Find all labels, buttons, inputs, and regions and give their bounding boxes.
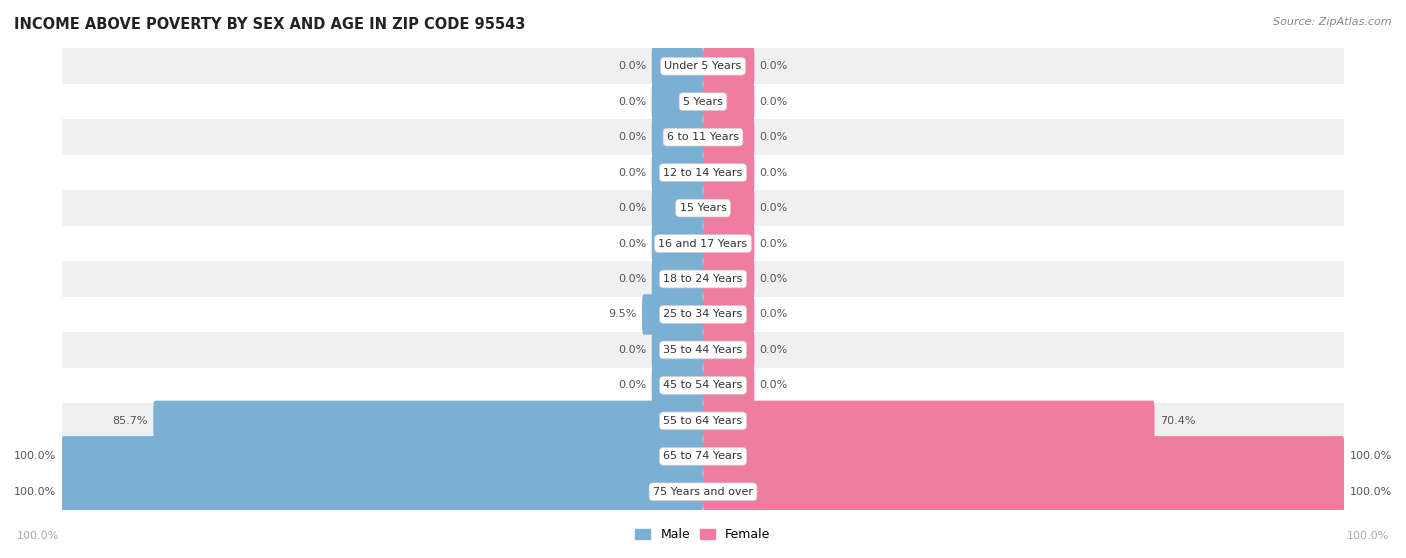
Text: 0.0%: 0.0% <box>759 310 787 320</box>
Bar <box>62 368 1344 403</box>
Text: 16 and 17 Years: 16 and 17 Years <box>658 238 748 248</box>
Text: 100.0%: 100.0% <box>14 487 56 497</box>
FancyBboxPatch shape <box>62 436 703 477</box>
FancyBboxPatch shape <box>652 259 703 299</box>
Text: 9.5%: 9.5% <box>609 310 637 320</box>
Text: Under 5 Years: Under 5 Years <box>665 61 741 71</box>
Text: 0.0%: 0.0% <box>759 203 787 213</box>
Text: 0.0%: 0.0% <box>759 381 787 391</box>
FancyBboxPatch shape <box>652 223 703 264</box>
FancyBboxPatch shape <box>703 46 754 86</box>
Text: 0.0%: 0.0% <box>759 345 787 355</box>
FancyBboxPatch shape <box>703 294 754 335</box>
FancyBboxPatch shape <box>703 401 1154 441</box>
Text: 0.0%: 0.0% <box>619 274 647 284</box>
Bar <box>62 119 1344 155</box>
Bar <box>62 190 1344 226</box>
Legend: Male, Female: Male, Female <box>630 523 776 546</box>
Text: 0.0%: 0.0% <box>619 381 647 391</box>
Text: 0.0%: 0.0% <box>619 61 647 71</box>
Text: 6 to 11 Years: 6 to 11 Years <box>666 132 740 142</box>
Bar <box>62 474 1344 509</box>
Bar <box>62 439 1344 474</box>
Text: 35 to 44 Years: 35 to 44 Years <box>664 345 742 355</box>
FancyBboxPatch shape <box>153 401 703 441</box>
FancyBboxPatch shape <box>703 117 754 157</box>
Text: 0.0%: 0.0% <box>759 61 787 71</box>
Bar <box>62 332 1344 368</box>
Text: 100.0%: 100.0% <box>1350 451 1392 461</box>
Text: 5 Years: 5 Years <box>683 97 723 107</box>
FancyBboxPatch shape <box>652 188 703 228</box>
Bar <box>62 297 1344 332</box>
Text: 100.0%: 100.0% <box>14 451 56 461</box>
Text: 0.0%: 0.0% <box>619 167 647 177</box>
Bar <box>62 49 1344 84</box>
Text: 100.0%: 100.0% <box>1350 487 1392 497</box>
FancyBboxPatch shape <box>703 188 754 228</box>
FancyBboxPatch shape <box>703 472 1344 512</box>
FancyBboxPatch shape <box>652 117 703 157</box>
Text: 100.0%: 100.0% <box>1347 531 1389 541</box>
Bar <box>62 226 1344 261</box>
FancyBboxPatch shape <box>652 330 703 370</box>
FancyBboxPatch shape <box>652 152 703 193</box>
FancyBboxPatch shape <box>652 46 703 86</box>
Bar <box>62 155 1344 190</box>
Text: 70.4%: 70.4% <box>1160 416 1195 426</box>
Text: 0.0%: 0.0% <box>619 97 647 107</box>
FancyBboxPatch shape <box>703 152 754 193</box>
Text: 12 to 14 Years: 12 to 14 Years <box>664 167 742 177</box>
Text: 85.7%: 85.7% <box>112 416 148 426</box>
FancyBboxPatch shape <box>652 81 703 122</box>
Text: 65 to 74 Years: 65 to 74 Years <box>664 451 742 461</box>
Text: 18 to 24 Years: 18 to 24 Years <box>664 274 742 284</box>
Text: 0.0%: 0.0% <box>619 203 647 213</box>
Text: 0.0%: 0.0% <box>759 132 787 142</box>
FancyBboxPatch shape <box>703 436 1344 477</box>
FancyBboxPatch shape <box>703 223 754 264</box>
Text: 0.0%: 0.0% <box>759 274 787 284</box>
Text: 55 to 64 Years: 55 to 64 Years <box>664 416 742 426</box>
Text: 0.0%: 0.0% <box>759 97 787 107</box>
Text: Source: ZipAtlas.com: Source: ZipAtlas.com <box>1274 17 1392 27</box>
Text: 0.0%: 0.0% <box>619 132 647 142</box>
Text: 0.0%: 0.0% <box>759 167 787 177</box>
FancyBboxPatch shape <box>703 259 754 299</box>
FancyBboxPatch shape <box>62 472 703 512</box>
Text: 100.0%: 100.0% <box>17 531 59 541</box>
Text: INCOME ABOVE POVERTY BY SEX AND AGE IN ZIP CODE 95543: INCOME ABOVE POVERTY BY SEX AND AGE IN Z… <box>14 17 526 32</box>
Bar <box>62 403 1344 439</box>
FancyBboxPatch shape <box>652 365 703 406</box>
Text: 0.0%: 0.0% <box>619 345 647 355</box>
Text: 25 to 34 Years: 25 to 34 Years <box>664 310 742 320</box>
Text: 15 Years: 15 Years <box>679 203 727 213</box>
Text: 45 to 54 Years: 45 to 54 Years <box>664 381 742 391</box>
FancyBboxPatch shape <box>703 365 754 406</box>
Text: 0.0%: 0.0% <box>619 238 647 248</box>
Text: 0.0%: 0.0% <box>759 238 787 248</box>
FancyBboxPatch shape <box>643 294 703 335</box>
FancyBboxPatch shape <box>703 330 754 370</box>
Bar <box>62 261 1344 297</box>
Bar <box>62 84 1344 119</box>
FancyBboxPatch shape <box>703 81 754 122</box>
Text: 75 Years and over: 75 Years and over <box>652 487 754 497</box>
